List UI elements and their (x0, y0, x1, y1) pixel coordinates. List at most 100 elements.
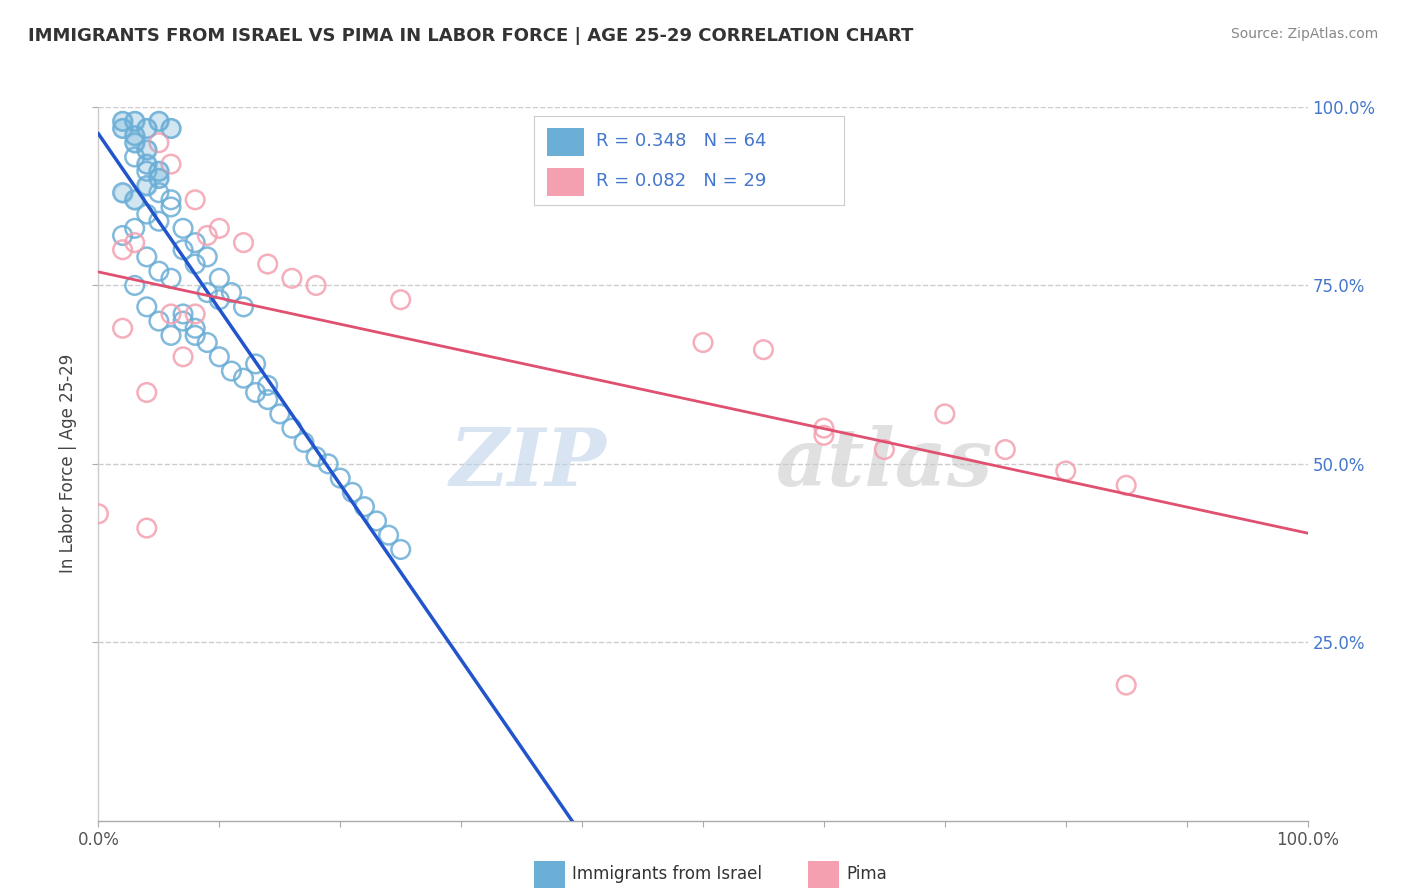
Point (305, 278, 328, 293)
Point (124, 136, 146, 150)
Point (135, 121, 157, 136)
Point (752, 343, 775, 357)
Point (124, 114, 146, 128)
Point (111, 114, 134, 128)
Point (111, 243, 134, 257)
Text: R = 0.082   N = 29: R = 0.082 N = 29 (596, 172, 766, 190)
Point (256, 392, 278, 407)
Point (160, 121, 183, 136)
Point (208, 293, 231, 307)
Point (135, 143, 157, 157)
Point (148, 314, 170, 328)
Point (184, 321, 207, 335)
Point (934, 407, 956, 421)
Point (342, 485, 364, 500)
Point (111, 186, 134, 200)
Text: IMMIGRANTS FROM ISRAEL VS PIMA IN LABOR FORCE | AGE 25-29 CORRELATION CHART: IMMIGRANTS FROM ISRAEL VS PIMA IN LABOR … (28, 27, 914, 45)
Point (135, 250, 157, 264)
Point (184, 328, 207, 343)
Point (135, 385, 157, 400)
Point (148, 186, 170, 200)
Point (232, 300, 254, 314)
Point (195, 250, 218, 264)
Point (135, 157, 157, 171)
Point (160, 121, 183, 136)
Point (135, 300, 157, 314)
Point (148, 164, 170, 178)
Point (160, 157, 183, 171)
Point (111, 114, 134, 128)
Point (135, 178, 157, 193)
Point (135, 164, 157, 178)
Point (148, 214, 170, 228)
Point (135, 143, 157, 157)
Point (124, 193, 146, 207)
Point (256, 257, 278, 271)
Point (148, 164, 170, 178)
Point (195, 228, 218, 243)
Point (135, 157, 157, 171)
Point (135, 207, 157, 221)
Point (160, 193, 183, 207)
Point (172, 243, 194, 257)
Point (172, 307, 194, 321)
Point (124, 128, 146, 143)
Text: ZIP: ZIP (450, 425, 606, 502)
Point (160, 307, 183, 321)
Point (184, 235, 207, 250)
Point (124, 221, 146, 235)
Bar (547, 128, 583, 156)
Point (316, 457, 339, 471)
Point (111, 186, 134, 200)
Point (124, 278, 146, 293)
Point (208, 271, 231, 285)
Point (221, 364, 243, 378)
Point (305, 450, 328, 464)
Text: atlas: atlas (776, 425, 993, 502)
Point (124, 128, 146, 143)
Point (124, 235, 146, 250)
Point (148, 136, 170, 150)
Point (813, 428, 835, 442)
Point (148, 114, 170, 128)
Point (873, 442, 896, 457)
Point (1115, 478, 1137, 492)
Point (148, 171, 170, 186)
Point (208, 221, 231, 235)
Text: Immigrants from Israel: Immigrants from Israel (572, 865, 762, 883)
Point (389, 293, 412, 307)
Text: Source: ZipAtlas.com: Source: ZipAtlas.com (1230, 27, 1378, 41)
Point (377, 528, 399, 542)
Point (232, 235, 254, 250)
Point (148, 171, 170, 186)
Point (87, 507, 110, 521)
Point (124, 114, 146, 128)
Point (172, 221, 194, 235)
Point (994, 442, 1017, 457)
Point (135, 521, 157, 535)
Point (172, 314, 194, 328)
Point (281, 271, 304, 285)
Point (1115, 678, 1137, 692)
Point (124, 193, 146, 207)
Point (692, 335, 714, 350)
Point (353, 500, 375, 514)
Point (160, 328, 183, 343)
Point (389, 542, 412, 557)
Point (195, 285, 218, 300)
Point (111, 121, 134, 136)
Point (124, 150, 146, 164)
Point (184, 257, 207, 271)
Point (111, 321, 134, 335)
Point (256, 378, 278, 392)
Point (148, 264, 170, 278)
Point (111, 121, 134, 136)
Text: Pima: Pima (846, 865, 887, 883)
Point (269, 407, 291, 421)
Point (813, 421, 835, 435)
Bar (547, 168, 583, 196)
Point (148, 114, 170, 128)
Point (366, 514, 388, 528)
Y-axis label: In Labor Force | Age 25-29: In Labor Force | Age 25-29 (59, 354, 77, 574)
Point (124, 136, 146, 150)
